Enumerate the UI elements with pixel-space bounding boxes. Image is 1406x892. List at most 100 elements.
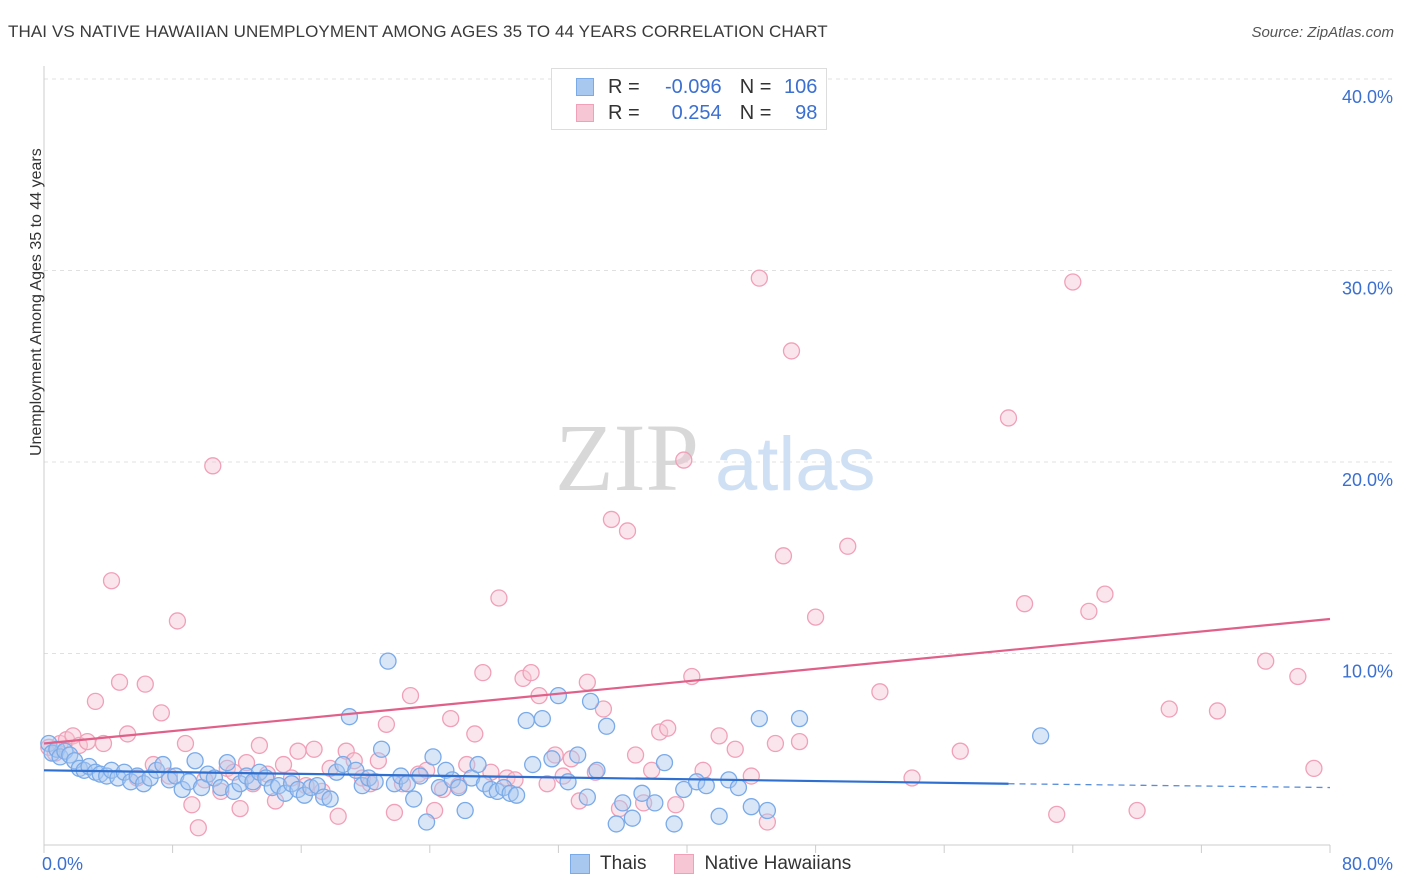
trend-line-native-hawaiians (43, 617, 1331, 745)
data-point (186, 752, 204, 770)
data-point (782, 342, 801, 360)
data-point (385, 803, 404, 822)
series-native-hawaiians (40, 269, 1323, 837)
data-point (742, 798, 760, 816)
data-point (951, 742, 969, 760)
x-tick-label: 0.0% (42, 854, 83, 874)
data-point (366, 773, 384, 791)
legend-label-thais: Thais (600, 853, 647, 874)
data-point (168, 612, 187, 630)
data-point (588, 761, 606, 779)
data-point (522, 664, 540, 682)
data-point (430, 778, 449, 797)
data-point (524, 755, 542, 774)
data-point (1289, 667, 1307, 686)
data-point (774, 547, 793, 565)
data-point (305, 740, 323, 758)
data-point (806, 608, 825, 626)
data-point (626, 746, 645, 764)
data-point (1257, 652, 1275, 670)
trend-line-thais (43, 769, 1009, 785)
data-point (675, 780, 693, 799)
data-point (1080, 602, 1098, 621)
data-point (578, 788, 596, 806)
data-point (372, 740, 391, 758)
axes (43, 66, 1331, 853)
watermark: ZIP atlas (555, 404, 876, 511)
data-point (450, 778, 468, 797)
data-point (602, 510, 621, 529)
data-point (102, 572, 121, 590)
data-point (687, 773, 706, 791)
data-point (569, 746, 587, 764)
data-point (750, 709, 768, 728)
data-point (401, 686, 420, 705)
data-point (321, 790, 339, 808)
data-point (729, 778, 748, 797)
data-point (189, 819, 207, 837)
tick-labels: 10.0% 20.0% 30.0% 40.0% 0.0% 80.0% (42, 87, 1393, 874)
y-tick-label: 20.0% (1342, 470, 1393, 490)
data-point (758, 801, 777, 820)
y-axis-label: Unemployment Among Ages 35 to 44 years (28, 148, 45, 456)
data-point (549, 686, 568, 705)
data-point (237, 754, 256, 772)
data-point (205, 769, 224, 787)
data-point (442, 709, 460, 728)
data-point (999, 409, 1018, 427)
data-point (543, 750, 561, 768)
data-point (581, 692, 600, 711)
data-point (340, 708, 359, 726)
data-point (667, 796, 685, 814)
legend-item-native-hawaiians[interactable]: Native Hawaiians (674, 853, 851, 875)
data-point (1064, 273, 1082, 291)
data-point (665, 815, 683, 833)
data-point (538, 775, 556, 793)
data-point (1305, 759, 1323, 778)
data-point (302, 778, 320, 797)
y-tick-label: 40.0% (1342, 87, 1393, 107)
legend-item-thais[interactable]: Thais (570, 853, 646, 875)
data-point (651, 723, 669, 741)
legend-row-hawaiian: R = 0.254 N = 98 (576, 101, 817, 125)
data-point (697, 776, 715, 795)
legend-r-value-thai: -0.096 (664, 75, 722, 98)
data-point (437, 761, 455, 779)
y-tick-label: 10.0% (1342, 662, 1393, 682)
data-point (790, 732, 809, 751)
data-point (1096, 585, 1114, 603)
data-point (490, 589, 508, 607)
data-point (86, 692, 105, 711)
legend-r-value-hawaiian: 0.254 (671, 101, 722, 124)
data-point (94, 734, 113, 753)
y-tick-label: 30.0% (1342, 279, 1393, 299)
data-point (1032, 727, 1050, 745)
data-point (405, 790, 423, 808)
data-point (176, 734, 195, 753)
series-legend: Thais Native Hawaiians (570, 852, 879, 876)
data-point (250, 736, 269, 755)
data-point (379, 652, 397, 670)
data-point (501, 784, 519, 802)
data-point (742, 767, 760, 785)
data-point (424, 748, 442, 766)
watermark-zip: ZIP (555, 404, 699, 511)
data-point (1208, 702, 1227, 720)
data-point (533, 709, 551, 728)
data-point (474, 664, 492, 682)
data-point (1048, 805, 1066, 824)
data-point (766, 734, 785, 753)
data-point (136, 675, 154, 693)
source-label: Source: ZipAtlas.com (1251, 24, 1394, 41)
data-point (750, 269, 768, 287)
trend-line-thais-extension (1008, 783, 1331, 789)
data-point (839, 537, 857, 555)
data-point (183, 796, 201, 814)
legend-swatch-native-hawaiians (674, 854, 695, 874)
data-point (289, 742, 307, 760)
data-point (1128, 801, 1146, 820)
data-point (456, 801, 474, 820)
data-point (659, 719, 677, 737)
data-point (507, 786, 526, 804)
